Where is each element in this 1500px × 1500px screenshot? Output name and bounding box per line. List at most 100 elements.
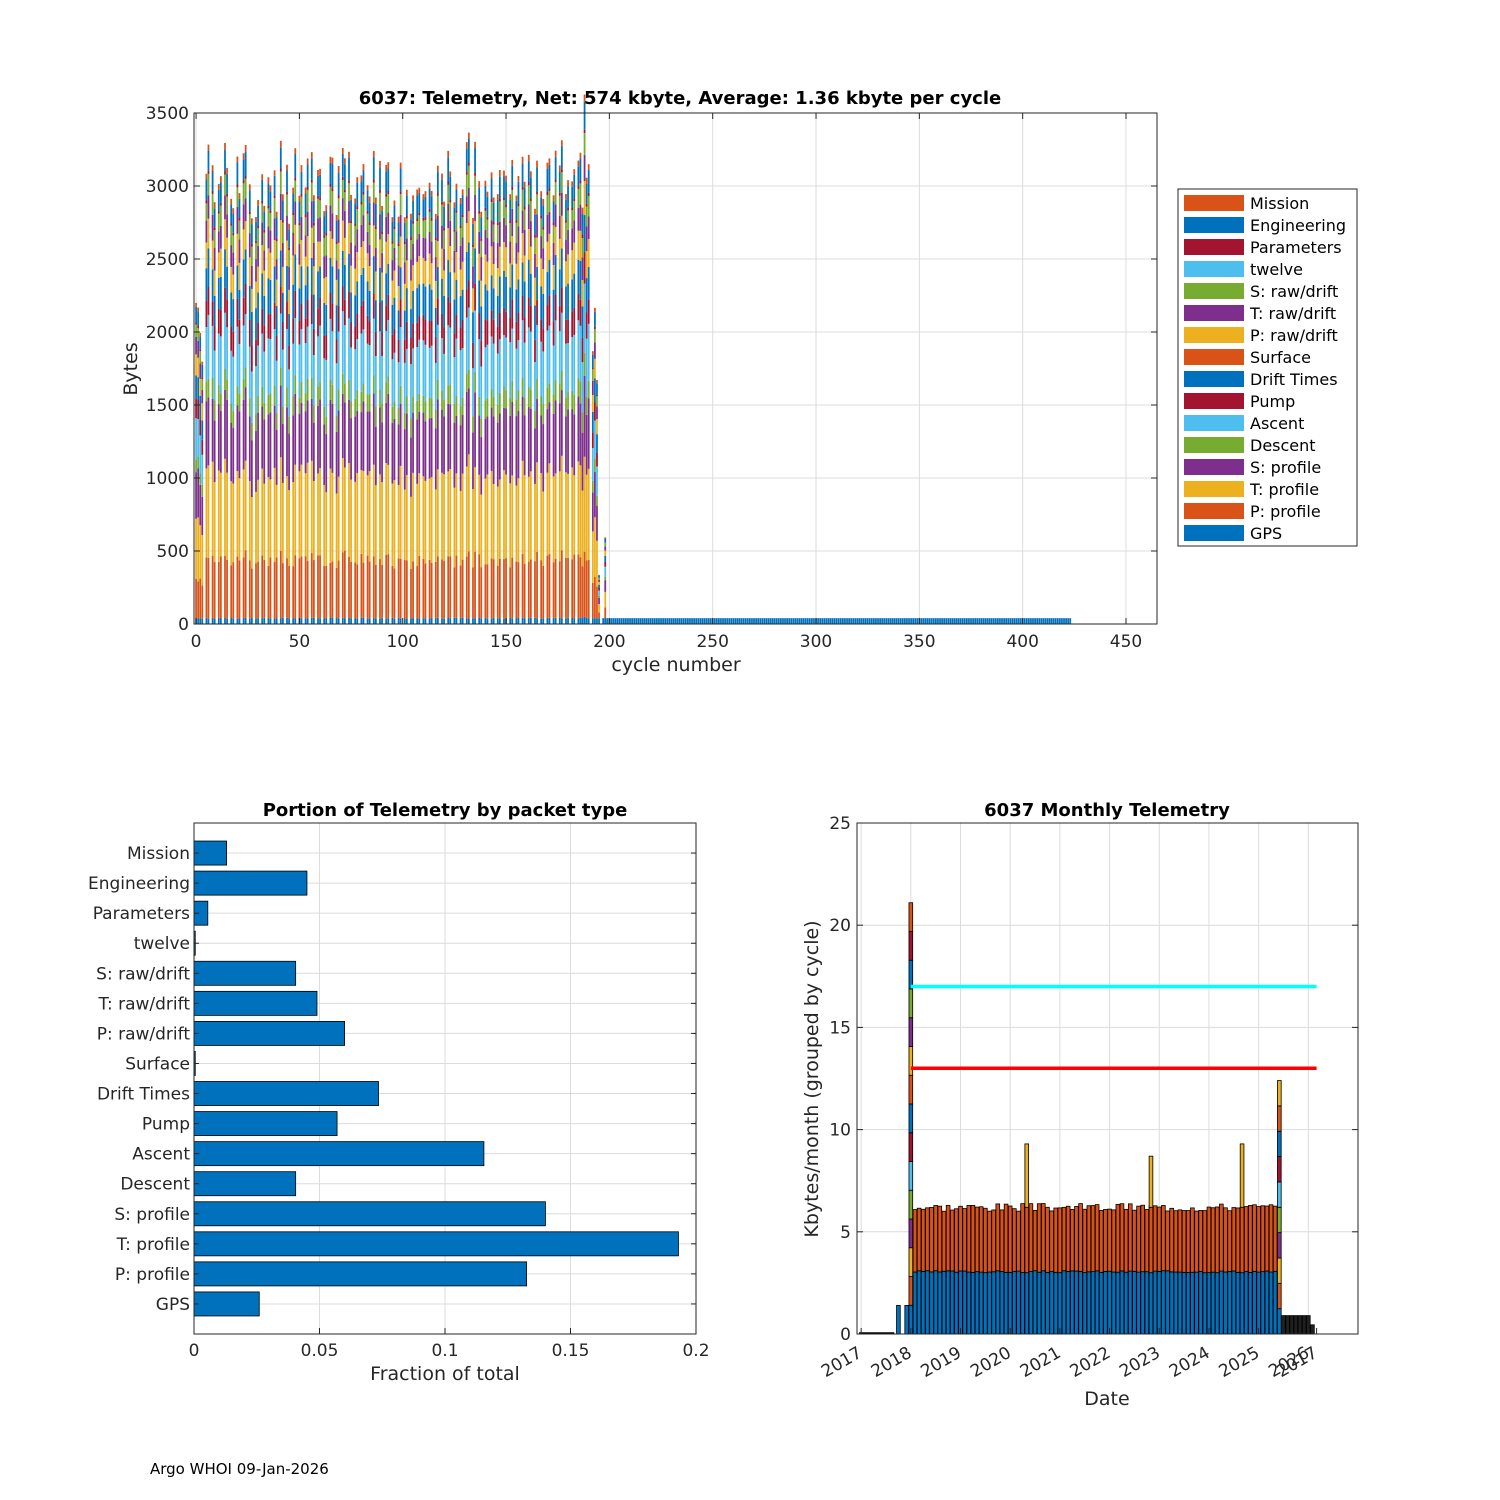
top-bar-segment [478, 554, 481, 619]
top-bar-segment [250, 568, 253, 619]
top-gps-bar [1011, 618, 1014, 624]
top-bar-segment [356, 339, 359, 391]
br-final-segment [1277, 1308, 1282, 1335]
top-gps-bar [914, 618, 917, 624]
top-bar-segment [441, 390, 443, 410]
top-bar-segment [325, 235, 328, 256]
top-bar-segment [337, 410, 340, 477]
top-bar-segment [238, 193, 241, 199]
top-bar-segment [436, 241, 439, 268]
top-bar-segment [279, 147, 282, 169]
top-bar-segment [594, 311, 596, 327]
top-bar-segment [587, 195, 590, 217]
top-bar-segment [598, 581, 600, 585]
top-bar-segment [279, 140, 282, 148]
top-bar-segment [554, 400, 557, 474]
top-gps-bar [856, 618, 859, 624]
top-gps-bar [937, 618, 939, 624]
top-gps-bar [808, 618, 811, 624]
top-bar-segment [422, 558, 425, 619]
bl-bar [193, 1141, 485, 1167]
top-bar-segment [403, 362, 406, 413]
top-bar-segment [261, 200, 264, 204]
top-bar-segment [480, 618, 483, 624]
top-bar-segment [393, 200, 396, 206]
br-month-upper [1053, 1207, 1059, 1273]
top-bar-segment [416, 322, 419, 348]
br-month-lower [978, 1271, 984, 1335]
top-bar-segment [362, 267, 365, 301]
top-bar-segment [267, 208, 270, 227]
top-bar-segment [300, 171, 303, 194]
top-bar-segment [317, 555, 319, 619]
top-gps-bar [720, 618, 722, 624]
top-bar-segment [511, 401, 514, 476]
top-bar-segment [503, 176, 505, 198]
top-bar-segment [325, 492, 328, 566]
top-bar-segment [381, 300, 383, 333]
top-bar-segment [275, 429, 278, 485]
top-bar-segment [585, 226, 588, 252]
top-bar-segment [492, 396, 495, 417]
top-bar-segment [224, 287, 226, 313]
top-gps-bar [804, 618, 807, 624]
top-bar-segment [511, 299, 514, 329]
top-bar-segment [279, 171, 282, 194]
top-gps-bar [1061, 618, 1063, 624]
top-bar-segment [335, 415, 338, 432]
top-gps-bar [697, 618, 700, 624]
top-bar-segment [492, 343, 495, 397]
top-bar-segment [368, 561, 371, 619]
top-bar-segment [226, 472, 228, 560]
top-bar-segment [298, 225, 301, 245]
top-bar-segment [534, 339, 536, 363]
top-bar-segment [422, 618, 425, 624]
top-bar-segment [596, 452, 598, 467]
top-bar-segment [529, 389, 532, 409]
br-month-lower [958, 1270, 963, 1335]
top-bar-segment [261, 618, 264, 624]
top-bar-segment [385, 273, 388, 306]
top-bar-segment [312, 480, 315, 561]
bl-bars [193, 840, 679, 1317]
top-bar-segment [447, 403, 450, 472]
top-bar-segment [195, 399, 197, 419]
br-month-lower [974, 1271, 980, 1335]
top-bar-segment [292, 415, 295, 483]
top-bar-segment [360, 175, 363, 182]
top-bar-segment [261, 555, 264, 619]
top-bar-segment [279, 367, 282, 386]
top-bar-segment [434, 428, 437, 490]
bl-bar [193, 1201, 546, 1227]
top-bar-segment [527, 387, 530, 408]
top-bar-segment [255, 491, 257, 564]
top-gps-bar [945, 618, 948, 624]
top-bar-segment [496, 486, 499, 566]
top-bar-segment [453, 250, 456, 273]
top-bar-segment [474, 248, 476, 284]
top-bar-segment [498, 479, 501, 559]
top-bar-segment [577, 160, 580, 167]
top-bar-segment [548, 259, 551, 296]
top-bar-segment [317, 473, 319, 556]
top-bar-segment [459, 269, 462, 297]
top-bar-segment [587, 216, 590, 240]
top-bar-segment [335, 215, 338, 221]
top-bar-segment [505, 247, 507, 277]
top-bar-segment [312, 195, 315, 201]
top-bar-segment [474, 175, 476, 195]
top-bar-segment [294, 618, 297, 624]
top-bar-segment [211, 269, 214, 302]
top-bar-segment [331, 266, 334, 304]
top-bar-segment [484, 418, 487, 479]
br-limit-lines [910, 984, 1317, 1071]
bl-chart-title: Portion of Telemetry by packet type [263, 800, 628, 821]
legend-swatch [1184, 481, 1244, 497]
top-gps-bar [687, 618, 689, 624]
top-bar-segment [496, 353, 499, 405]
bl-xtick-label: 0.1 [431, 1341, 458, 1361]
top-bar-segment [474, 172, 476, 176]
top-bar-segment [515, 399, 518, 417]
top-bar-segment [273, 618, 276, 624]
